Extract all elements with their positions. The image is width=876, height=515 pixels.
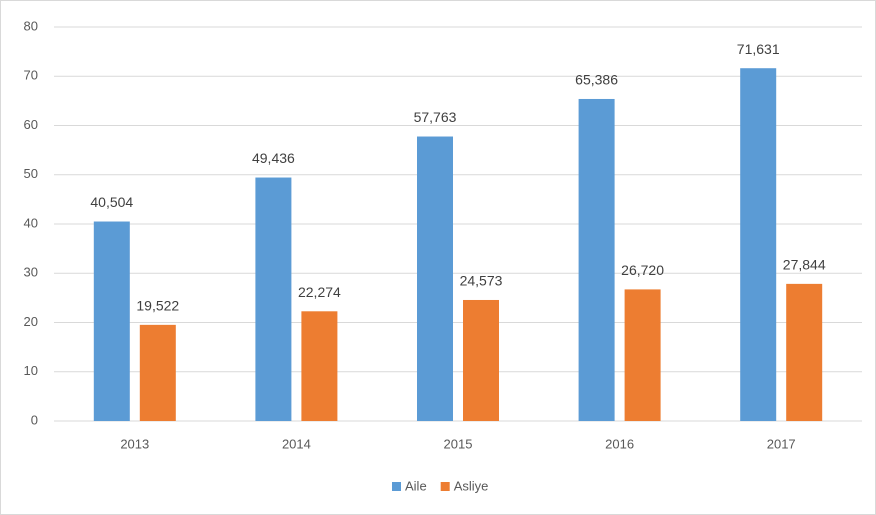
value-label: 57,763 (414, 109, 457, 125)
bar (578, 98, 615, 422)
value-label: 65,386 (575, 72, 618, 88)
value-label: 40,504 (90, 194, 133, 210)
bar (255, 177, 292, 421)
x-tick-label: 2013 (120, 436, 149, 451)
bar (786, 283, 823, 421)
x-tick-label: 2015 (444, 436, 473, 451)
value-label: 26,720 (621, 262, 664, 278)
legend-label: Asliye (454, 478, 489, 493)
value-label: 19,522 (136, 298, 179, 314)
value-label: 49,436 (252, 150, 295, 166)
legend-swatch (440, 482, 450, 491)
bar (417, 136, 453, 422)
y-tick-label: 80 (24, 18, 38, 33)
bar (93, 221, 130, 421)
x-tick-label: 2016 (605, 436, 634, 451)
y-tick-label: 40 (24, 215, 38, 230)
bar (624, 289, 661, 421)
y-tick-label: 60 (24, 117, 38, 132)
value-label: 71,631 (737, 41, 780, 57)
y-tick-label: 0 (31, 412, 38, 427)
value-label: 27,844 (783, 257, 826, 273)
bar (139, 324, 176, 421)
y-tick-label: 50 (24, 166, 38, 181)
x-tick-label: 2014 (282, 436, 311, 451)
y-tick-label: 30 (24, 265, 38, 280)
bar (740, 68, 777, 422)
legend-swatch (392, 482, 401, 491)
value-label: 22,274 (298, 284, 341, 300)
y-tick-label: 10 (24, 363, 38, 378)
value-label: 24,573 (460, 273, 503, 289)
bar (301, 311, 338, 421)
legend-label: Aile (405, 478, 427, 493)
x-tick-label: 2017 (767, 436, 796, 451)
y-tick-label: 20 (24, 314, 38, 329)
y-tick-label: 70 (24, 68, 38, 83)
bar (463, 299, 499, 421)
